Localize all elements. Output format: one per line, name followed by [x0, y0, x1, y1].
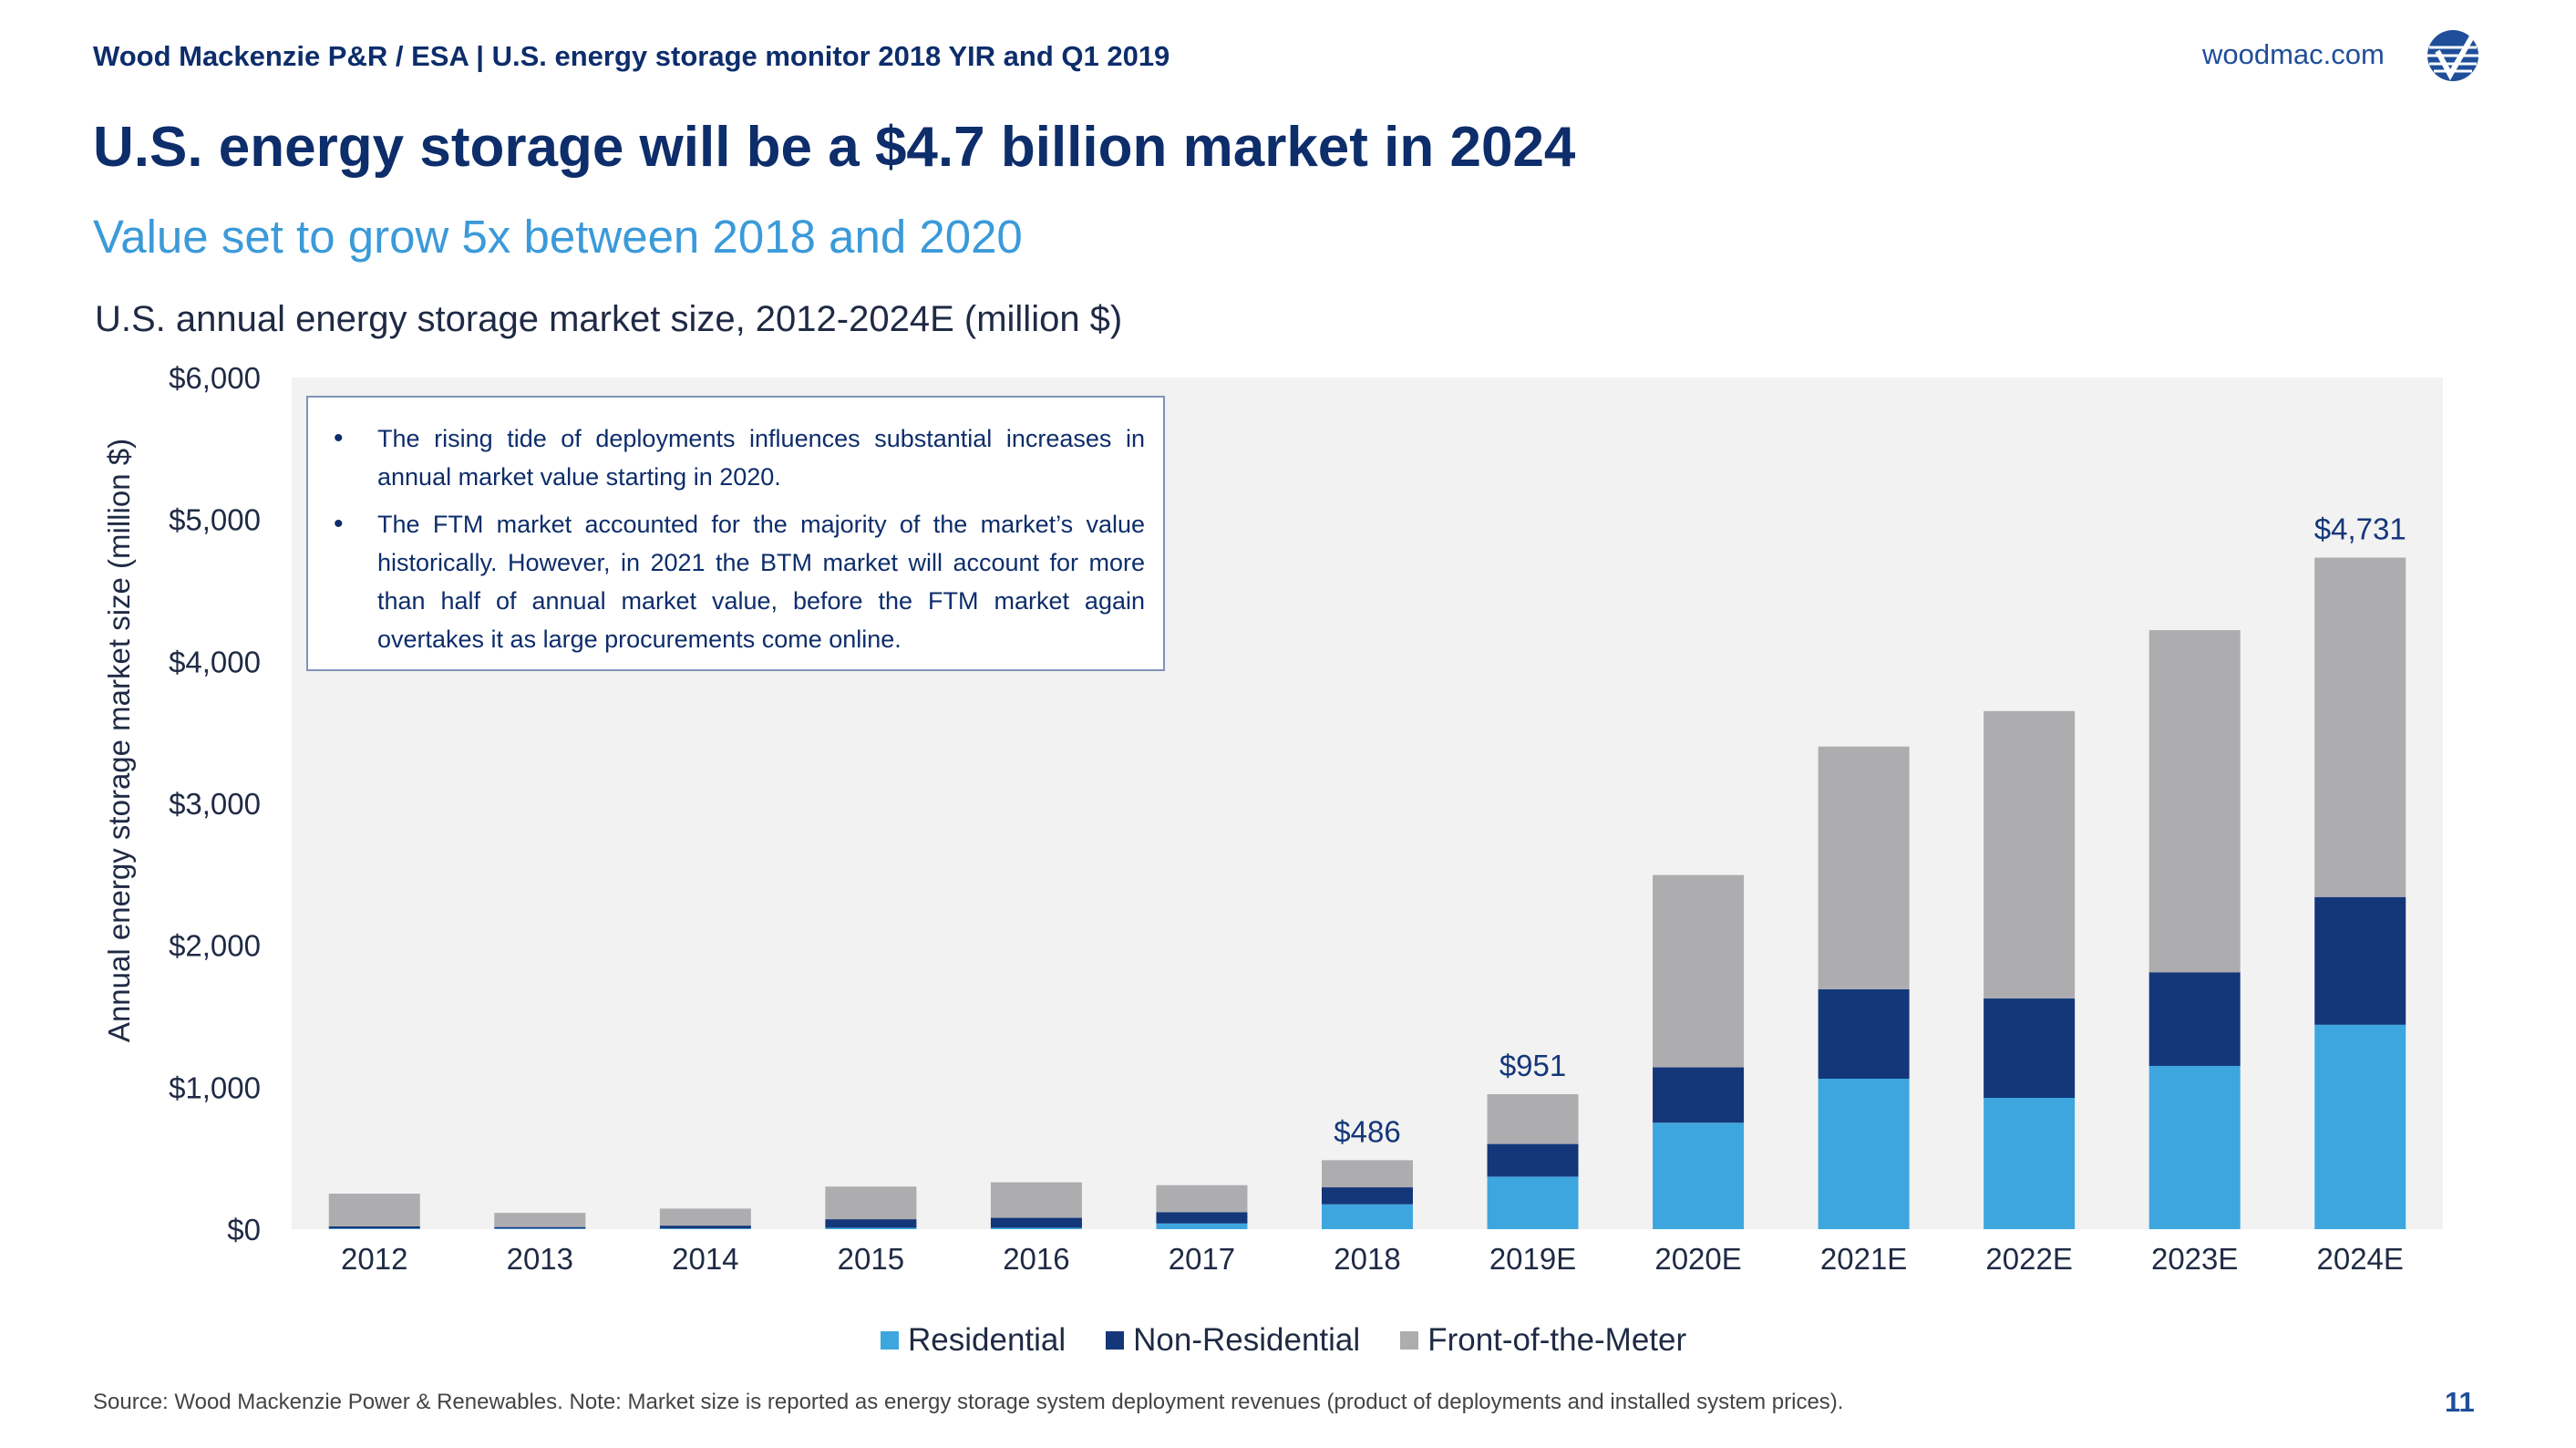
- bar-residential-2015: [825, 1227, 917, 1229]
- legend-item-non-residential: Non-Residential: [1106, 1322, 1360, 1359]
- x-tick-label: 2022E: [1985, 1242, 2072, 1276]
- page-number: 11: [2445, 1386, 2475, 1418]
- bar-non-residential-2012: [328, 1226, 420, 1229]
- x-tick-label: 2021E: [1820, 1242, 1907, 1276]
- x-tick-label: 2016: [1003, 1242, 1069, 1276]
- bar-front-of-the-meter-2024E: [2314, 557, 2406, 897]
- data-label-total: $951: [1499, 1049, 1566, 1082]
- slide-subtitle: Value set to grow 5x between 2018 and 20…: [93, 211, 1023, 263]
- bar-front-of-the-meter-2023E: [2148, 630, 2241, 973]
- x-axis: 2012 2013 2014 2015 2016 2017 2018 2019E 2020E 20…: [341, 1242, 2404, 1276]
- bar-non-residential-2016: [990, 1217, 1082, 1228]
- x-tick-label: 2020E: [1654, 1242, 1741, 1276]
- bar-residential-2017: [1156, 1223, 1248, 1229]
- y-tick-label: $6,000: [169, 361, 261, 395]
- y-tick-label: $4,000: [169, 645, 261, 678]
- woodmac-globe-icon: [2427, 30, 2478, 81]
- chart-title: U.S. annual energy storage market size, …: [95, 299, 1123, 339]
- bar-residential-2022E: [1984, 1098, 2076, 1229]
- x-tick-label: 2017: [1169, 1242, 1235, 1276]
- legend-item-residential: Residential: [881, 1322, 1066, 1359]
- bar-front-of-the-meter-2017: [1156, 1184, 1248, 1213]
- legend-item-ftm: Front-of-the-Meter: [1400, 1322, 1686, 1359]
- legend-label: Non-Residential: [1133, 1322, 1361, 1358]
- bar-front-of-the-meter-2019E: [1487, 1093, 1579, 1144]
- legend-label: Residential: [908, 1322, 1066, 1358]
- bar-residential-2018: [1322, 1204, 1413, 1229]
- legend-swatch-ftm: [1400, 1331, 1419, 1350]
- bar-residential-2024E: [2314, 1024, 2406, 1229]
- bar-front-of-the-meter-2013: [494, 1213, 586, 1227]
- callout-bullet: The FTM market accounted for the majorit…: [326, 505, 1145, 658]
- y-tick-label: $3,000: [169, 787, 261, 821]
- bar-non-residential-2017: [1156, 1212, 1248, 1224]
- insight-callout: The rising tide of deployments influence…: [306, 396, 1165, 671]
- y-tick-label: $1,000: [169, 1070, 261, 1104]
- data-labels: $486 $951 $4,731: [1334, 512, 2406, 1149]
- x-tick-label: 2014: [672, 1242, 738, 1276]
- y-axis: $0 $1,000 $2,000 $3,000 $4,000 $5,000 $6,000: [169, 361, 261, 1246]
- bar-front-of-the-meter-2016: [990, 1182, 1082, 1218]
- y-tick-label: $2,000: [169, 929, 261, 963]
- data-label-total: $486: [1334, 1114, 1400, 1148]
- bar-residential-2012: [328, 1228, 420, 1229]
- bar-non-residential-2024E: [2314, 896, 2406, 1025]
- y-axis-title: Annual energy storage market size (milli…: [102, 439, 136, 1042]
- legend-label: Front-of-the-Meter: [1427, 1322, 1687, 1358]
- bar-residential-2013: [494, 1228, 586, 1229]
- bar-residential-2016: [990, 1227, 1082, 1229]
- report-title: Wood Mackenzie P&R / ESA | U.S. energy s…: [93, 40, 1170, 72]
- bar-non-residential-2015: [825, 1219, 917, 1228]
- bar-non-residential-2013: [494, 1226, 586, 1229]
- y-tick-label: $5,000: [169, 503, 261, 537]
- bar-non-residential-2014: [659, 1226, 751, 1229]
- bar-stacks: [328, 557, 2406, 1229]
- slide-title: U.S. energy storage will be a $4.7 billi…: [93, 116, 1576, 179]
- bar-non-residential-2021E: [1818, 988, 1910, 1079]
- bar-front-of-the-meter-2012: [328, 1194, 420, 1226]
- bar-residential-2020E: [1653, 1122, 1745, 1229]
- bar-front-of-the-meter-2015: [825, 1186, 917, 1220]
- bar-non-residential-2020E: [1653, 1067, 1745, 1123]
- x-tick-label: 2019E: [1489, 1242, 1576, 1276]
- bar-non-residential-2022E: [1984, 998, 2076, 1099]
- x-tick-label: 2015: [838, 1242, 904, 1276]
- bar-front-of-the-meter-2022E: [1984, 710, 2076, 999]
- y-tick-label: $0: [227, 1213, 261, 1246]
- bar-front-of-the-meter-2018: [1322, 1160, 1413, 1188]
- bar-residential-2019E: [1487, 1176, 1579, 1229]
- bar-non-residential-2019E: [1487, 1143, 1579, 1177]
- x-tick-label: 2012: [341, 1242, 407, 1276]
- market-size-chart: $0 $1,000 $2,000 $3,000 $4,000 $5,000 $6,000 2…: [102, 361, 2443, 1276]
- bar-non-residential-2018: [1322, 1187, 1413, 1205]
- x-tick-label: 2023E: [2151, 1242, 2238, 1276]
- x-tick-label: 2018: [1334, 1242, 1400, 1276]
- bar-front-of-the-meter-2020E: [1653, 874, 1745, 1068]
- legend-swatch-non-residential: [1106, 1331, 1125, 1350]
- bar-front-of-the-meter-2021E: [1818, 746, 1910, 989]
- data-label-total: $4,731: [2314, 512, 2406, 546]
- chart-legend: Residential Non-Residential Front-of-the…: [881, 1322, 1686, 1359]
- website-link[interactable]: woodmac.com: [2202, 38, 2385, 70]
- x-tick-label: 2013: [507, 1242, 573, 1276]
- bar-residential-2021E: [1818, 1078, 1910, 1229]
- bar-residential-2023E: [2148, 1065, 2241, 1229]
- source-note: Source: Wood Mackenzie Power & Renewable…: [93, 1390, 1844, 1414]
- bar-non-residential-2023E: [2148, 972, 2241, 1066]
- callout-bullet: The rising tide of deployments influence…: [326, 419, 1145, 496]
- x-tick-label: 2024E: [2317, 1242, 2404, 1276]
- bar-front-of-the-meter-2014: [659, 1208, 751, 1226]
- bar-residential-2014: [659, 1228, 751, 1229]
- legend-swatch-residential: [881, 1331, 899, 1350]
